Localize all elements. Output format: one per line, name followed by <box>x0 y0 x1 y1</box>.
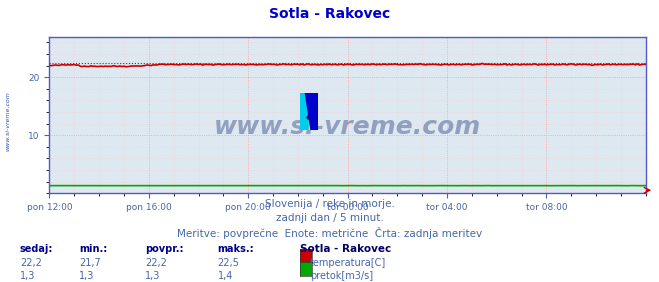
Bar <box>309 93 318 130</box>
Text: Sotla - Rakovec: Sotla - Rakovec <box>300 244 391 254</box>
Text: pretok[m3/s]: pretok[m3/s] <box>310 271 373 281</box>
Text: zadnji dan / 5 minut.: zadnji dan / 5 minut. <box>275 213 384 223</box>
Text: Meritve: povprečne  Enote: metrične  Črta: zadnja meritev: Meritve: povprečne Enote: metrične Črta:… <box>177 227 482 239</box>
Text: www.si-vreme.com: www.si-vreme.com <box>5 91 11 151</box>
Text: Sotla - Rakovec: Sotla - Rakovec <box>269 7 390 21</box>
Text: 22,2: 22,2 <box>20 258 42 268</box>
Text: 22,5: 22,5 <box>217 258 239 268</box>
Bar <box>300 93 309 130</box>
Text: 1,3: 1,3 <box>79 271 94 281</box>
Text: povpr.:: povpr.: <box>145 244 183 254</box>
Text: 22,2: 22,2 <box>145 258 167 268</box>
Polygon shape <box>305 93 318 130</box>
Text: 1,4: 1,4 <box>217 271 233 281</box>
Text: 1,3: 1,3 <box>20 271 35 281</box>
Text: maks.:: maks.: <box>217 244 254 254</box>
Text: www.si-vreme.com: www.si-vreme.com <box>214 115 481 139</box>
Text: temperatura[C]: temperatura[C] <box>310 258 386 268</box>
Text: Slovenija / reke in morje.: Slovenija / reke in morje. <box>264 199 395 209</box>
Text: 21,7: 21,7 <box>79 258 101 268</box>
Text: sedaj:: sedaj: <box>20 244 53 254</box>
Text: 1,3: 1,3 <box>145 271 160 281</box>
Text: min.:: min.: <box>79 244 107 254</box>
